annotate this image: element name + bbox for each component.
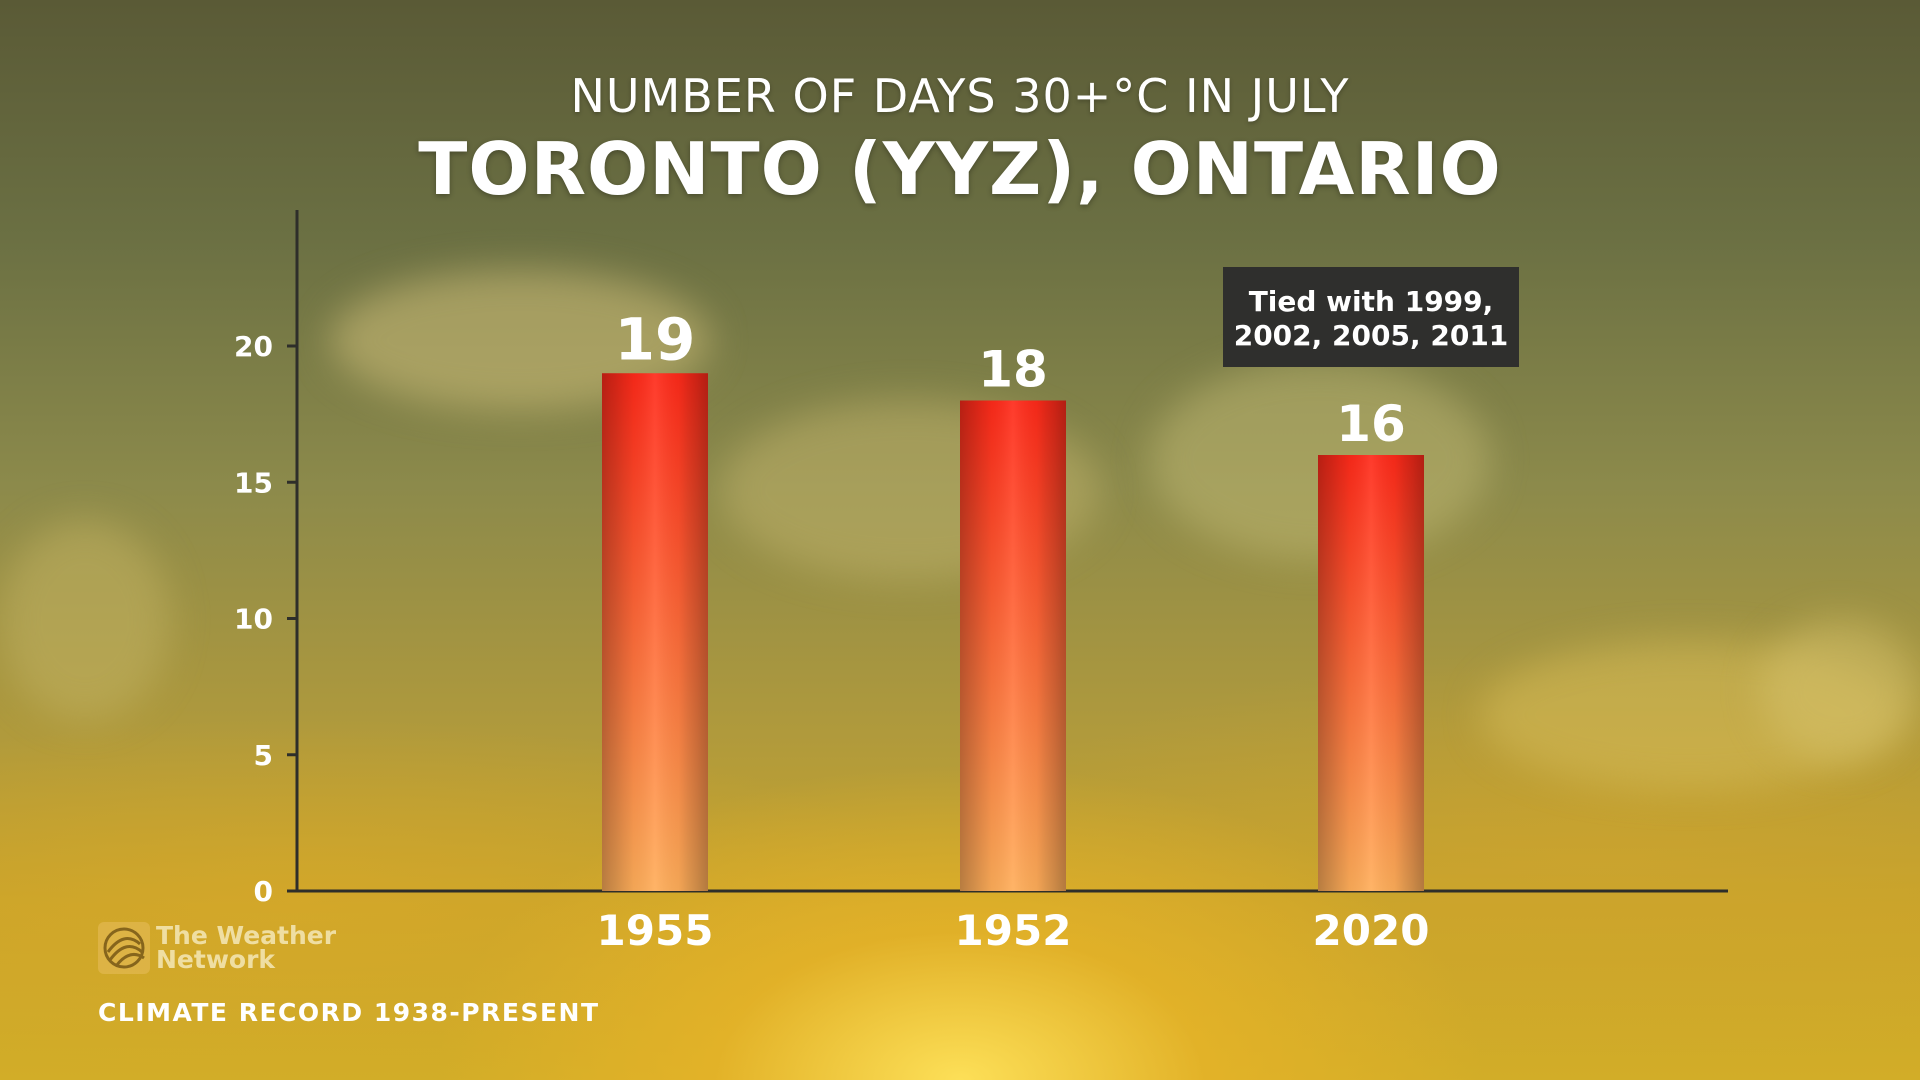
- x-tick-label: 1952: [955, 906, 1072, 955]
- y-tick-label: 20: [234, 330, 273, 363]
- annotation-box: [1223, 267, 1519, 367]
- x-tick-label: 1955: [597, 906, 714, 955]
- chart-annotations: Tied with 1999,2002, 2005, 2011: [1223, 267, 1519, 367]
- chart-title: TORONTO (YYZ), ONTARIO: [418, 127, 1502, 211]
- chart-heading: NUMBER OF DAYS 30+°C IN JULY TORONTO (YY…: [0, 68, 1920, 214]
- data-label: 18: [978, 341, 1048, 399]
- bar-shading: [960, 400, 1066, 891]
- y-tick-label: 15: [234, 466, 273, 499]
- y-tick-label: 10: [234, 603, 273, 636]
- x-tick-label: 2020: [1313, 906, 1430, 955]
- data-label: 16: [1336, 395, 1406, 453]
- chart-labels: 19 1955 18 1952 16 2020: [597, 305, 1430, 955]
- weather-network-logo: The Weather Network: [98, 922, 336, 974]
- logo-line-1: The Weather: [156, 921, 337, 950]
- bar-shading: [602, 373, 708, 891]
- logo-text: The Weather Network: [156, 921, 337, 974]
- y-tick-label: 5: [254, 739, 273, 772]
- logo-line-2: Network: [156, 945, 276, 974]
- chart-bars: [602, 373, 1424, 891]
- annotation-text: Tied with 1999,: [1249, 285, 1494, 318]
- bar-shading: [1318, 455, 1424, 891]
- chart-subtitle: NUMBER OF DAYS 30+°C IN JULY: [570, 69, 1350, 123]
- globe-icon: [98, 922, 150, 974]
- y-tick-label: 0: [254, 875, 273, 908]
- climate-record-note: CLIMATE RECORD 1938-PRESENT: [98, 998, 600, 1027]
- data-label: 19: [615, 305, 696, 373]
- annotation-text: 2002, 2005, 2011: [1234, 319, 1509, 352]
